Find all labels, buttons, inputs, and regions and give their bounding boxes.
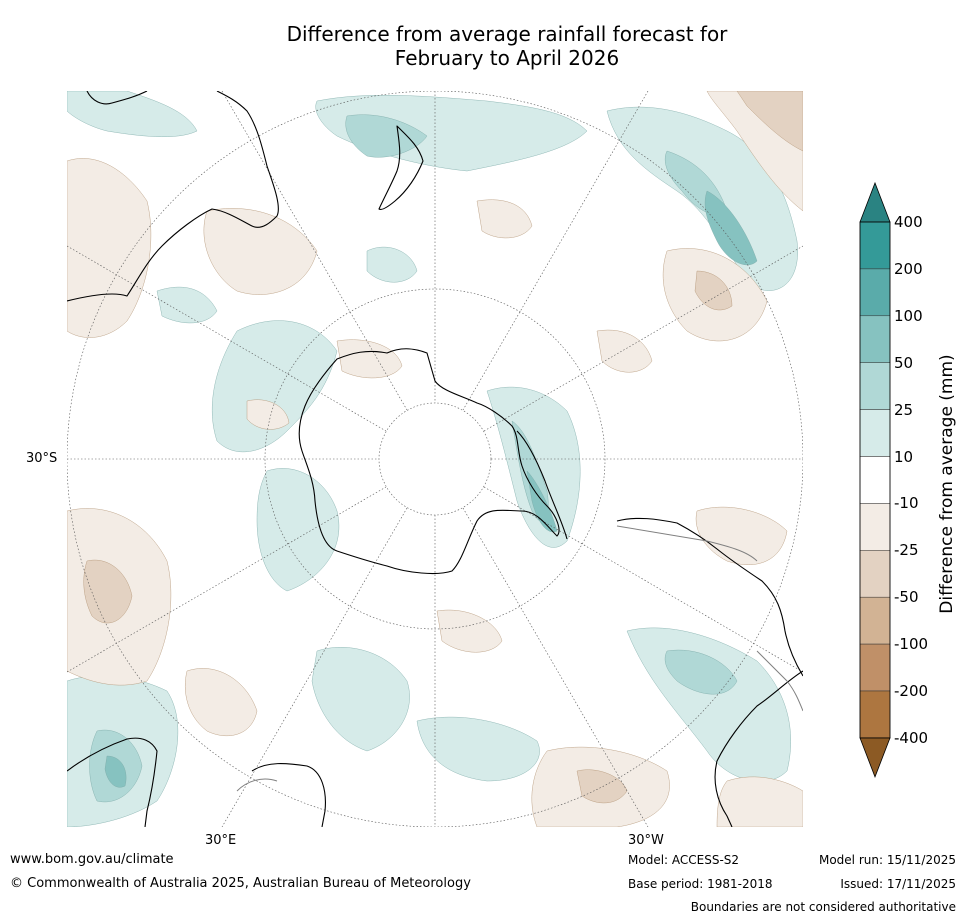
colorbar-segment [859, 456, 891, 504]
colorbar-tick-label: -200 [894, 682, 929, 700]
colorbar [859, 181, 891, 779]
colorbar-bottom-extend [859, 737, 891, 779]
colorbar-segment [859, 690, 891, 739]
model-run-text: Model run: 15/11/2025 [818, 853, 956, 867]
copyright-text: © Commonwealth of Australia 2025, Austra… [10, 876, 471, 891]
rainfall-map [67, 91, 803, 827]
colorbar-segment [859, 221, 891, 270]
lon-label-30w: 30°W [628, 833, 664, 848]
south-america-coast [616, 517, 803, 677]
australia-coast [67, 91, 279, 302]
lon-label-30e: 30°E [205, 833, 237, 848]
colorbar-segment [859, 409, 891, 457]
colorbar-tick-label: -50 [894, 588, 919, 607]
colorbar-segment [859, 503, 891, 551]
coastlines [67, 91, 803, 827]
disclaimer-text: Boundaries are not considered authoritat… [690, 900, 956, 914]
colorbar-segment [859, 268, 891, 317]
model-text: Model: ACCESS-S2 [628, 853, 740, 867]
wetter-anomaly-patches [67, 91, 798, 827]
lat-label-30s: 30°S [26, 451, 58, 466]
southern-africa-coast [67, 737, 158, 827]
chart-title: Difference from average rainfall forecas… [160, 22, 854, 70]
africa-coast [714, 670, 803, 827]
colorbar-segment [859, 550, 891, 598]
country-borders [236, 525, 803, 792]
colorbar-title: Difference from average (mm) [937, 354, 957, 614]
colorbar-tick-label: 50 [894, 353, 914, 372]
colorbar-top-extend [859, 181, 891, 223]
colorbar-tick-label: 100 [894, 306, 923, 325]
chart-title-line2: February to April 2026 [394, 46, 620, 70]
chart-title-line1: Difference from average rainfall forecas… [286, 22, 728, 46]
graticule [67, 91, 803, 827]
antarctica-coast [298, 348, 560, 575]
colorbar-tick-label: 200 [894, 259, 923, 278]
website-link[interactable]: www.bom.gov.au/climate [10, 852, 174, 867]
colorbar-tick-label: -100 [894, 635, 929, 654]
colorbar-segment [859, 643, 891, 692]
colorbar-tick-label: 400 [894, 213, 923, 231]
colorbar-tick-label: 25 [894, 400, 914, 419]
colorbar-tick-label: -10 [894, 494, 919, 513]
issued-text: Issued: 17/11/2025 [840, 877, 956, 891]
base-period-text: Base period: 1981-2018 [628, 877, 773, 891]
colorbar-segment [859, 362, 891, 410]
colorbar-segment [859, 315, 891, 363]
colorbar-segment [859, 596, 891, 645]
colorbar-tick-label: 10 [894, 447, 914, 466]
colorbar-tick-label: -25 [894, 541, 919, 560]
new-zealand-coast [378, 125, 424, 210]
colorbar-tick-label: -400 [894, 728, 929, 747]
